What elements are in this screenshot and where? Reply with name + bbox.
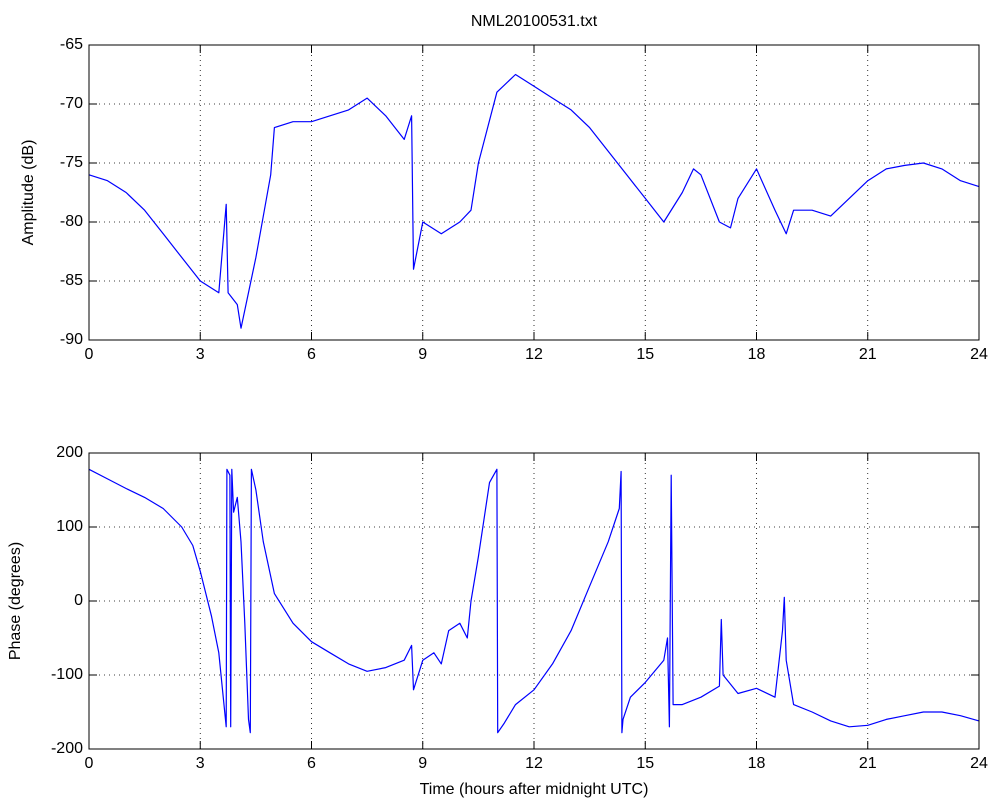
x-tick-label: 6	[307, 755, 316, 772]
x-tick-label: 18	[748, 755, 766, 772]
y-tick-label: -70	[60, 95, 83, 112]
y-tick-label: 200	[56, 444, 83, 461]
axes-frame	[88, 44, 980, 341]
x-tick-label: 15	[636, 755, 654, 772]
x-tick-label: 21	[859, 755, 877, 772]
y-tick-label: -80	[60, 213, 83, 230]
x-tick-label: 15	[636, 346, 654, 363]
x-tick-label: 24	[970, 755, 988, 772]
x-tick-label: 12	[525, 755, 543, 772]
axes-frame	[88, 452, 980, 750]
x-tick-label: 3	[196, 755, 205, 772]
x-tick-label: 9	[418, 346, 427, 363]
x-axis-label: Time (hours after midnight UTC)	[420, 781, 649, 798]
y-tick-label: 0	[74, 592, 83, 609]
subplot: 0 3 6 9 12 15 18 21 24 -200 -100 0 100 200 Time (hours…	[7, 444, 988, 798]
x-tick-label: 12	[525, 346, 543, 363]
x-tick-label: 21	[859, 346, 877, 363]
x-tick-label: 3	[196, 346, 205, 363]
y-tick-label: -75	[60, 154, 83, 171]
chart-title: NML20100531.txt	[471, 13, 598, 30]
x-tick-label: 0	[85, 755, 94, 772]
y-tick-label: -65	[60, 36, 83, 53]
x-tick-label: 9	[418, 755, 427, 772]
data-line	[88, 468, 980, 734]
x-tick-label: 6	[307, 346, 316, 363]
data-line	[88, 73, 980, 329]
y-tick-label: -100	[51, 666, 83, 683]
x-tick-label: 0	[85, 346, 94, 363]
x-tick-label: 18	[748, 346, 766, 363]
y-axis-label: Phase (degrees)	[7, 542, 24, 660]
y-tick-label: -85	[60, 272, 83, 289]
y-axis-label: Amplitude (dB)	[20, 140, 37, 246]
subplot: 0 3 6 9 12 15 18 21 24 -90 -85 -80 -75 -70 -65 NML20100…	[20, 13, 988, 363]
x-tick-label: 24	[970, 346, 988, 363]
y-tick-label: 100	[56, 518, 83, 535]
y-tick-label: -200	[51, 740, 83, 757]
y-tick-label: -90	[60, 331, 83, 348]
